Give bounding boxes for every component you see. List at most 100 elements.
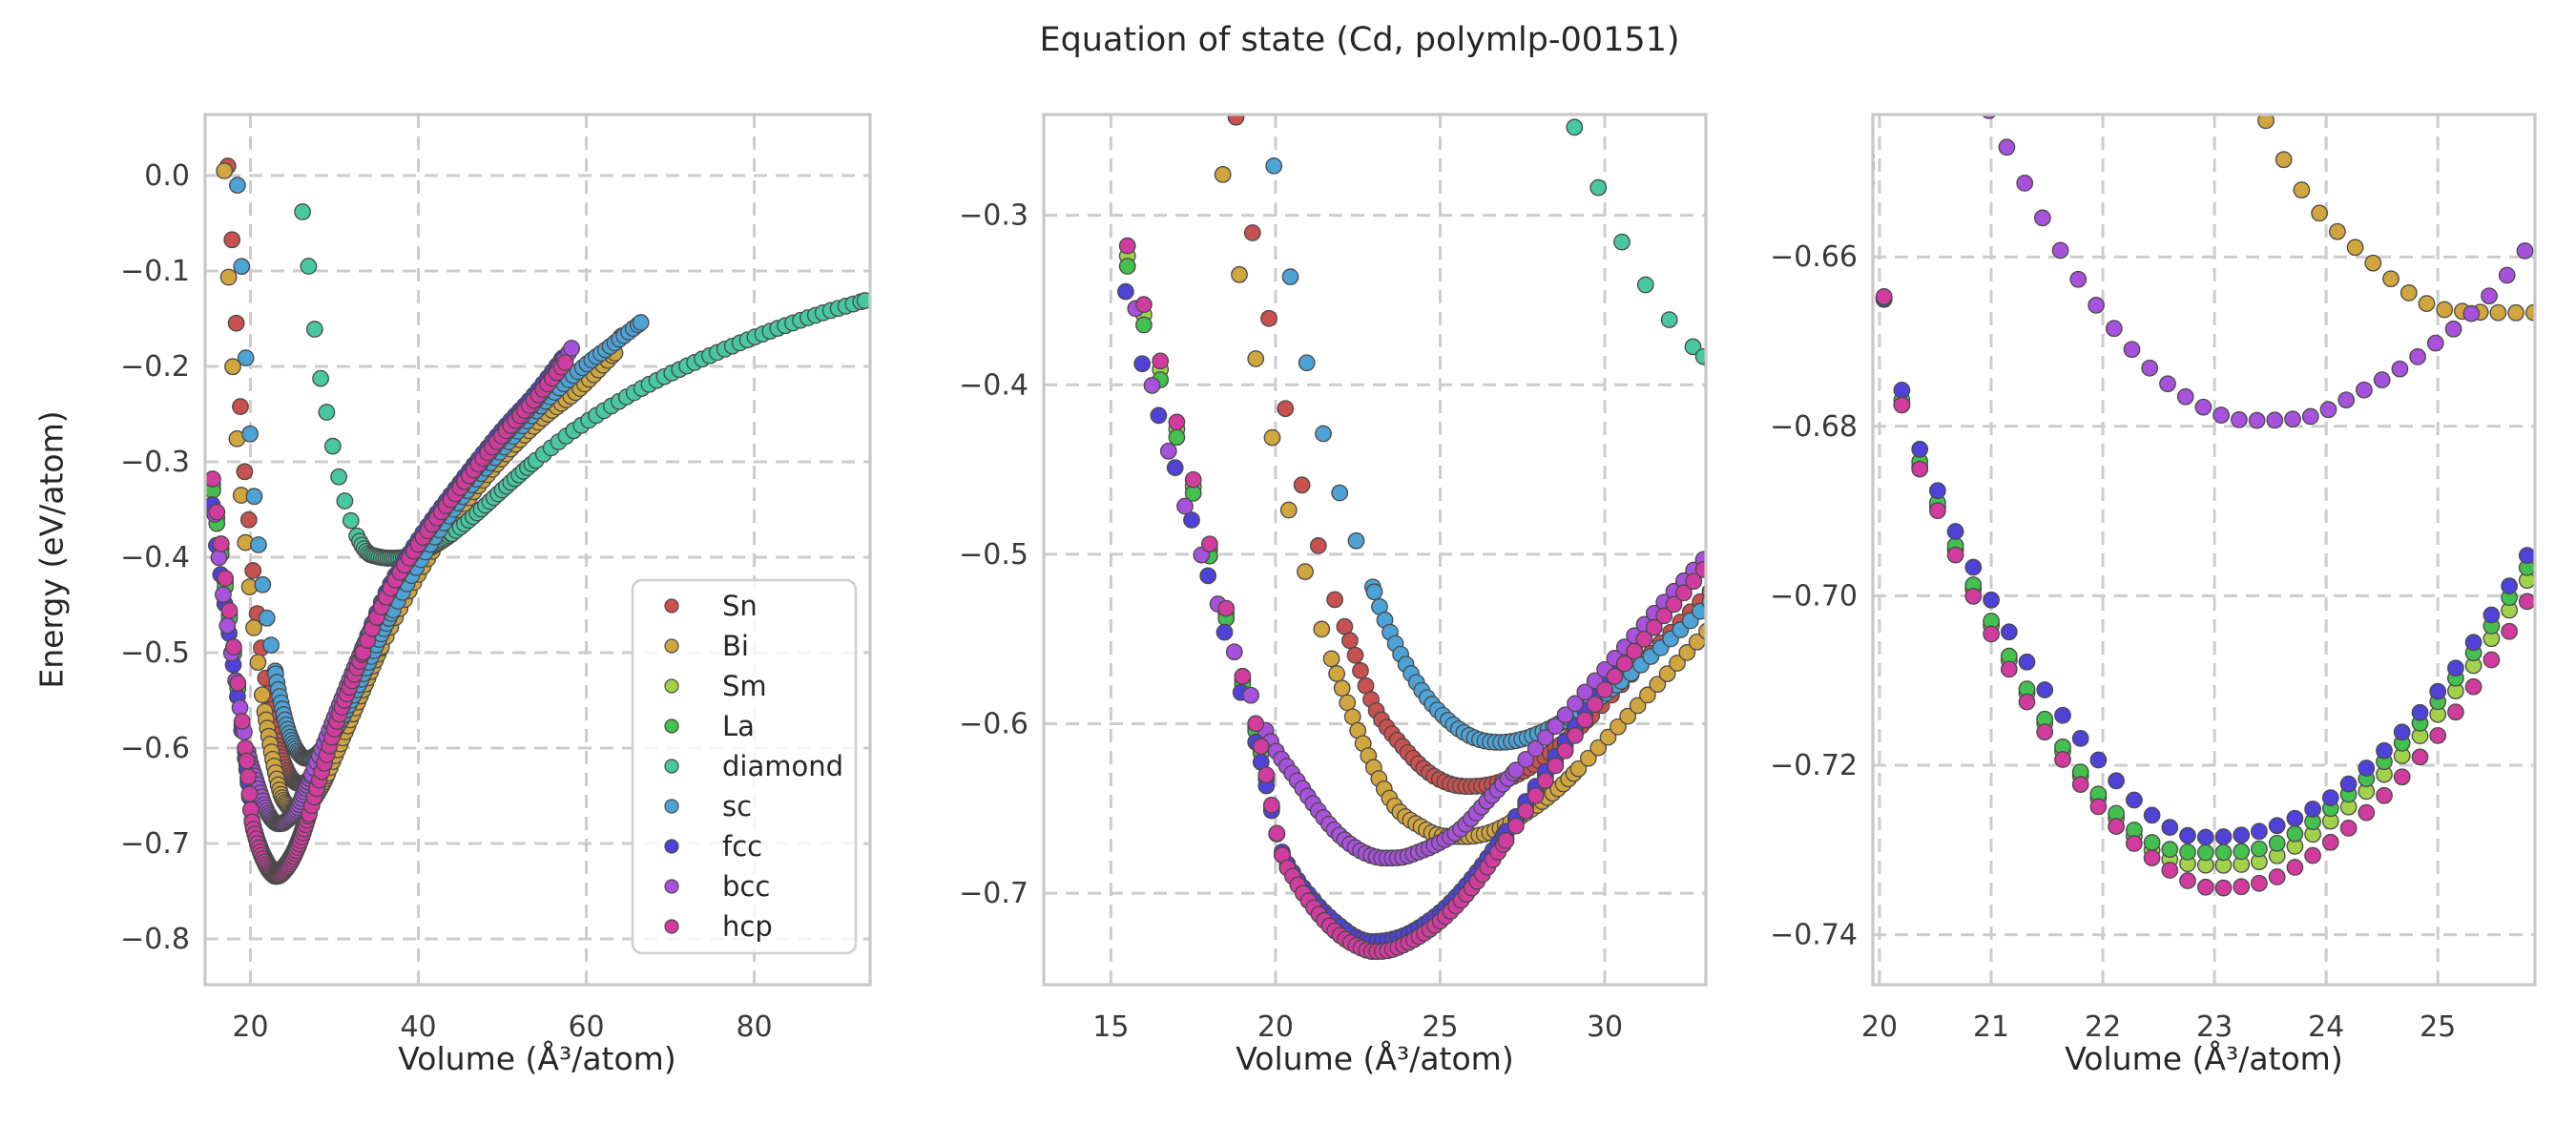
data-point	[1692, 602, 1706, 620]
data-point	[1576, 683, 1594, 701]
data-point	[1576, 711, 1594, 729]
data-point	[1655, 607, 1673, 625]
data-point	[2143, 834, 2161, 851]
data-point	[1929, 482, 1946, 500]
axes-spines	[1042, 113, 1708, 987]
axes-spines	[1871, 113, 2537, 987]
data-point	[2537, 529, 2552, 544]
data-point	[1247, 715, 1265, 733]
data-point	[1613, 233, 1631, 251]
data-point	[208, 503, 226, 521]
data-point	[236, 463, 254, 481]
data-point	[1507, 817, 1525, 835]
y-tick-label: −0.70	[1770, 579, 1858, 613]
data-point	[1247, 350, 1265, 367]
data-point	[210, 549, 228, 567]
data-point	[258, 609, 276, 627]
data-point	[1352, 662, 1369, 679]
data-point	[2179, 826, 2196, 844]
data-point	[1547, 718, 1565, 736]
legend-item-diamond: diamond	[664, 750, 843, 782]
data-point	[1262, 797, 1280, 814]
data-point	[1322, 650, 1340, 668]
data-point	[239, 510, 258, 529]
data-point	[1265, 157, 1283, 175]
data-point	[1309, 537, 1327, 554]
data-point	[1537, 772, 1554, 790]
legend-marker-icon	[664, 839, 679, 854]
data-point	[2088, 297, 2105, 314]
data-point	[2196, 878, 2214, 896]
data-point	[2481, 287, 2498, 305]
y-tick-label: −0.72	[1770, 749, 1858, 782]
data-points-layer	[1117, 114, 1724, 961]
data-point	[1135, 316, 1153, 334]
data-point	[1517, 802, 1535, 820]
data-point	[1567, 727, 1584, 744]
data-point	[2126, 791, 2143, 809]
legend-label: La	[722, 710, 755, 742]
plot-background	[1044, 114, 1706, 985]
legend-marker-icon	[664, 718, 679, 734]
data-point	[305, 321, 323, 338]
data-point	[2054, 751, 2071, 768]
tick-labels: 20 40 60 80 0.0 −0.1 −0.2 −0.3 −0.4 −0.5 −0.6 −0.7 −…	[120, 159, 773, 1044]
legend: Sn Bi Sm La diamond sc fcc bcc hcp	[631, 578, 858, 955]
data-point	[1998, 138, 2016, 156]
data-point	[1645, 618, 1663, 636]
data-point	[2426, 334, 2444, 352]
data-point	[2194, 398, 2212, 416]
data-point	[1678, 644, 1696, 661]
data-point	[2364, 254, 2382, 272]
data-point	[2393, 723, 2411, 741]
data-point	[1215, 623, 1234, 641]
data-point	[1341, 632, 1359, 650]
data-point	[1517, 751, 1535, 768]
data-point	[1709, 542, 1724, 557]
data-point	[1589, 178, 1608, 197]
x-axis-label-panel-2: Volume (Å³/atom)	[1236, 1040, 1514, 1077]
data-point	[1277, 400, 1295, 418]
data-point	[1242, 686, 1259, 704]
data-point	[2159, 375, 2176, 393]
data-point	[1347, 531, 1365, 550]
data-point	[1705, 544, 1706, 553]
data-point	[239, 768, 257, 786]
data-point	[2233, 843, 2251, 861]
data-point	[2339, 820, 2358, 837]
data-point	[2268, 868, 2286, 885]
x-tick-label: 24	[2308, 1010, 2344, 1044]
data-point	[1214, 166, 1232, 183]
data-point	[233, 258, 251, 276]
data-point	[233, 713, 251, 730]
legend-marker-icon	[664, 759, 679, 774]
data-point	[1184, 470, 1202, 489]
data-point	[1556, 706, 1574, 724]
x-tick-label: 20	[232, 1010, 268, 1044]
panel-1: 20 40 60 80 0.0 −0.1 −0.2 −0.3 −0.4 −0.5 −0.6 −0.7 −…	[120, 113, 872, 1044]
data-point	[2266, 411, 2284, 429]
y-tick-label: −0.3	[120, 446, 190, 479]
data-point	[2411, 748, 2429, 766]
y-tick-label: −0.68	[1770, 410, 1858, 444]
data-point	[1328, 665, 1345, 682]
data-point	[1143, 377, 1161, 394]
data-point	[2108, 772, 2125, 790]
y-tick-label: −0.6	[120, 732, 190, 765]
data-point	[1698, 622, 1706, 640]
y-tick-label: −0.5	[959, 538, 1028, 572]
data-point	[632, 314, 650, 331]
data-point	[2501, 622, 2518, 640]
data-point	[2126, 835, 2143, 852]
data-point	[556, 354, 574, 371]
data-point	[2501, 577, 2518, 594]
data-point	[1117, 282, 1134, 301]
data-point	[2196, 843, 2214, 862]
data-point	[231, 698, 249, 717]
data-point	[1268, 824, 1286, 843]
data-point	[1118, 237, 1136, 255]
data-point	[2411, 703, 2429, 721]
data-point	[2233, 826, 2251, 844]
x-tick-label: 40	[400, 1010, 436, 1044]
